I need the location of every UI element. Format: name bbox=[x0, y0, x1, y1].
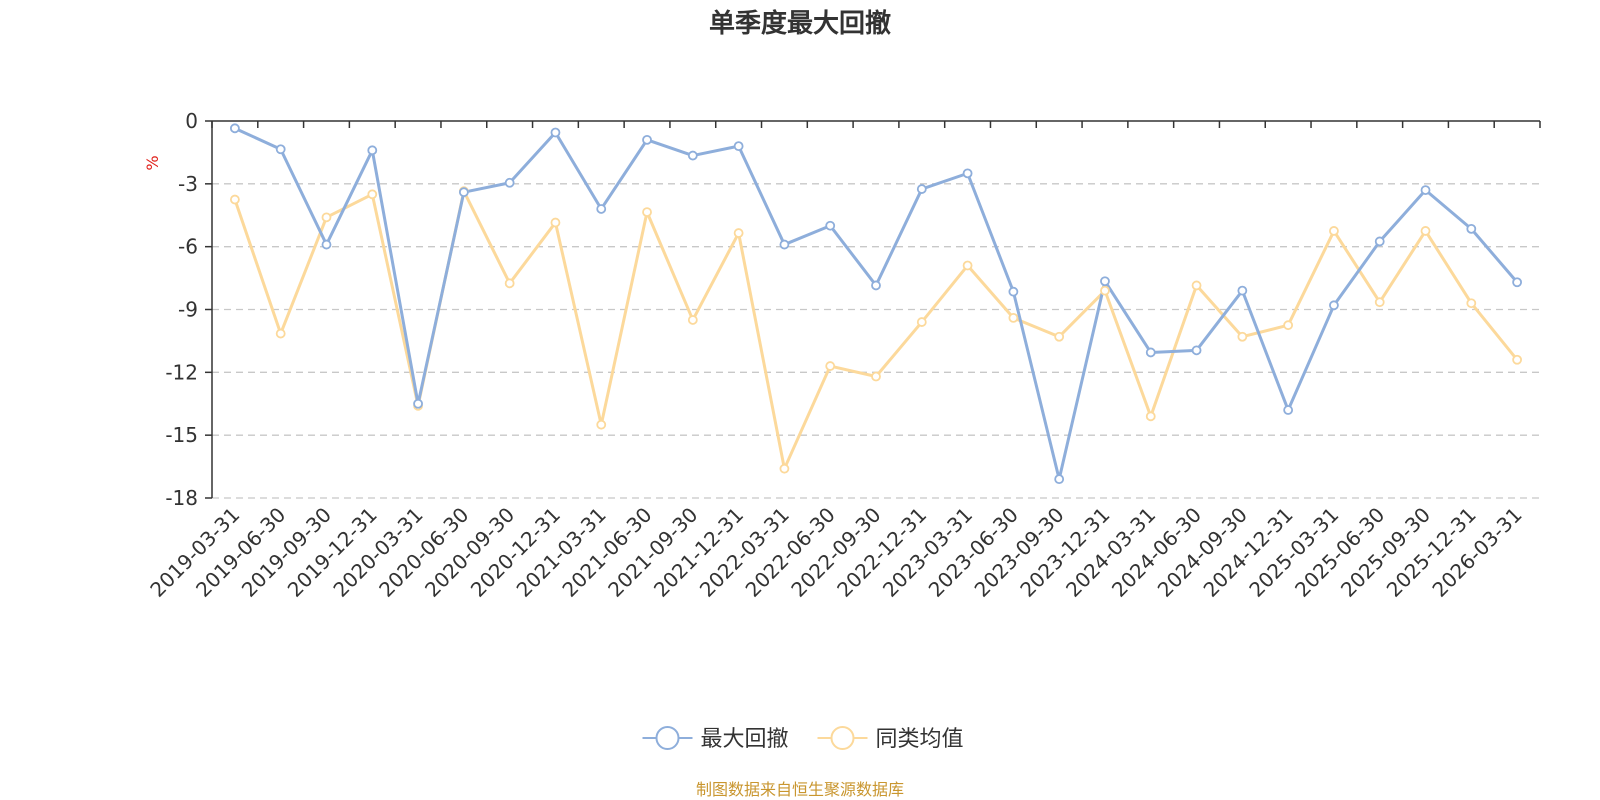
data-point[interactable] bbox=[550, 217, 561, 228]
data-point[interactable] bbox=[1191, 345, 1202, 356]
data-point[interactable] bbox=[1191, 280, 1202, 291]
data-point[interactable] bbox=[1237, 285, 1248, 296]
data-point[interactable] bbox=[1420, 185, 1431, 196]
data-point[interactable] bbox=[1100, 276, 1110, 287]
data-point[interactable] bbox=[1466, 298, 1477, 309]
series-lines bbox=[233, 126, 1519, 481]
data-point[interactable] bbox=[916, 184, 927, 194]
data-point[interactable] bbox=[596, 419, 607, 430]
legend-marker bbox=[655, 726, 680, 750]
y-tick-label: -9 bbox=[178, 298, 198, 322]
data-point[interactable] bbox=[1008, 286, 1019, 297]
data-source-note: 制图数据来自恒生聚源数据库 bbox=[696, 780, 904, 799]
x-tick-labels: 2019-03-312019-06-302019-09-302019-12-31… bbox=[145, 503, 1526, 602]
data-point[interactable] bbox=[916, 317, 927, 327]
data-point[interactable] bbox=[1054, 474, 1065, 485]
data-point[interactable] bbox=[1512, 277, 1523, 288]
y-tick-label: -12 bbox=[165, 360, 198, 384]
data-point[interactable] bbox=[1145, 411, 1156, 422]
legend-item[interactable]: 最大回撤 bbox=[642, 726, 789, 752]
data-point[interactable] bbox=[413, 398, 423, 409]
data-point[interactable] bbox=[825, 361, 836, 371]
axes bbox=[205, 120, 1541, 499]
data-point[interactable] bbox=[642, 134, 652, 145]
data-point[interactable] bbox=[1100, 285, 1110, 296]
data-point[interactable] bbox=[458, 187, 469, 198]
legend[interactable]: 最大回撤 同类均值 bbox=[642, 726, 964, 752]
data-point[interactable] bbox=[1466, 223, 1477, 234]
data-point[interactable] bbox=[733, 141, 744, 152]
data-point[interactable] bbox=[1283, 405, 1294, 415]
data-point[interactable] bbox=[871, 280, 881, 291]
chart-title: 单季度最大回撤 bbox=[709, 8, 891, 39]
data-point[interactable] bbox=[687, 150, 698, 161]
data-point[interactable] bbox=[321, 239, 332, 250]
data-point[interactable] bbox=[1054, 331, 1065, 342]
data-point[interactable] bbox=[1329, 226, 1339, 236]
data-point[interactable] bbox=[367, 145, 378, 156]
data-point[interactable] bbox=[1374, 297, 1385, 308]
y-tick-label: -3 bbox=[178, 172, 198, 196]
data-point[interactable] bbox=[367, 189, 378, 200]
legend-marker bbox=[830, 726, 855, 750]
data-point[interactable] bbox=[1237, 331, 1248, 342]
data-point[interactable] bbox=[504, 278, 515, 289]
legend-label: 最大回撤 bbox=[701, 727, 789, 752]
data-point[interactable] bbox=[733, 228, 744, 238]
data-point[interactable] bbox=[962, 168, 973, 179]
series-line bbox=[234, 126, 1519, 481]
data-point[interactable] bbox=[642, 207, 652, 218]
data-point[interactable] bbox=[1329, 300, 1339, 311]
y-tick-labels: 0 -3 -6 -9 -12 -15 -18 bbox=[165, 109, 198, 510]
data-point[interactable] bbox=[229, 194, 240, 205]
data-point[interactable] bbox=[1420, 226, 1431, 236]
y-tick-label: -15 bbox=[165, 423, 198, 447]
series-points bbox=[229, 123, 1523, 485]
grid-lines bbox=[212, 183, 1540, 499]
data-point[interactable] bbox=[550, 127, 561, 138]
data-point[interactable] bbox=[1008, 312, 1019, 323]
legend-label: 同类均值 bbox=[876, 727, 964, 752]
data-point[interactable] bbox=[825, 220, 836, 231]
data-point[interactable] bbox=[962, 260, 973, 271]
data-point[interactable] bbox=[321, 212, 332, 223]
data-point[interactable] bbox=[504, 177, 515, 188]
data-point[interactable] bbox=[779, 239, 790, 250]
y-tick-label: -6 bbox=[178, 235, 198, 259]
data-point[interactable] bbox=[275, 328, 286, 339]
data-point[interactable] bbox=[229, 123, 240, 134]
y-tick-label: -18 bbox=[165, 486, 198, 510]
data-point[interactable] bbox=[1374, 236, 1385, 247]
data-point[interactable] bbox=[687, 315, 698, 325]
data-point[interactable] bbox=[779, 463, 790, 474]
legend-item[interactable]: 同类均值 bbox=[817, 726, 964, 752]
data-point[interactable] bbox=[1283, 320, 1294, 331]
data-point[interactable] bbox=[596, 204, 607, 214]
data-point[interactable] bbox=[1145, 347, 1156, 358]
data-point[interactable] bbox=[871, 371, 881, 382]
y-axis-unit: % bbox=[143, 155, 162, 170]
data-point[interactable] bbox=[1512, 354, 1523, 365]
y-tick-label: 0 bbox=[185, 109, 198, 133]
data-point[interactable] bbox=[275, 144, 286, 155]
